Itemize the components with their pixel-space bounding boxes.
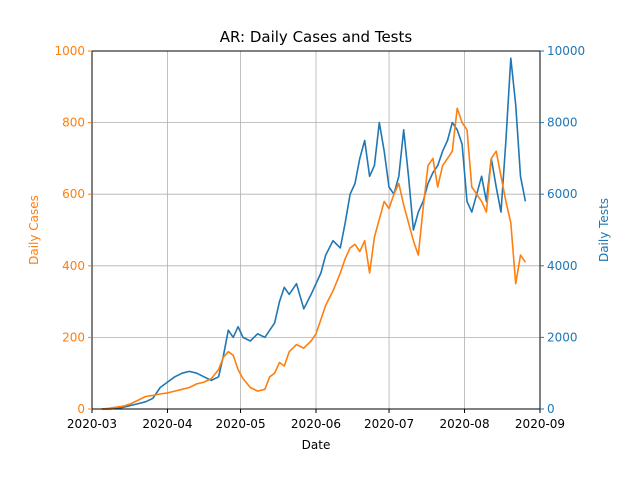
y-left-tick-label: 200 (62, 330, 85, 344)
y-right-tick-label: 10000 (547, 44, 585, 58)
x-tick-label: 2020-05 (215, 417, 265, 431)
series-tests (101, 57, 527, 410)
chart-title: AR: Daily Cases and Tests (220, 28, 413, 46)
y-axis-right-label: Daily Tests (597, 198, 611, 262)
series-cases (101, 107, 527, 410)
y-axis-left: 0 200 400 600 800 1000 (54, 44, 92, 416)
y-right-tick-label: 2000 (547, 330, 578, 344)
x-tick-label: 2020-07 (364, 417, 414, 431)
y-left-tick-label: 0 (77, 402, 85, 416)
y-right-tick-label: 6000 (547, 187, 578, 201)
y-axis-left-label: Daily Cases (27, 195, 41, 265)
x-tick-label: 2020-04 (142, 417, 192, 431)
grid (91, 50, 541, 410)
y-right-tick-label: 8000 (547, 116, 578, 130)
tests-line (101, 57, 527, 410)
x-tick-label: 2020-03 (67, 417, 117, 431)
y-right-tick-label: 0 (547, 402, 555, 416)
x-axis-label: Date (302, 438, 331, 452)
cases-line (101, 107, 527, 410)
y-left-tick-label: 400 (62, 259, 85, 273)
y-left-tick-label: 800 (62, 116, 85, 130)
y-left-tick-label: 1000 (54, 44, 85, 58)
y-right-tick-label: 4000 (547, 259, 578, 273)
x-tick-label: 2020-06 (291, 417, 341, 431)
y-left-tick-label: 600 (62, 187, 85, 201)
x-axis: 2020-03 2020-04 2020-05 2020-06 2020-07 2020-… (67, 409, 565, 431)
y-axis-right: 0 2000 4000 6000 8000 10000 (540, 44, 585, 416)
x-tick-label: 2020-09 (515, 417, 565, 431)
x-tick-label: 2020-08 (439, 417, 489, 431)
